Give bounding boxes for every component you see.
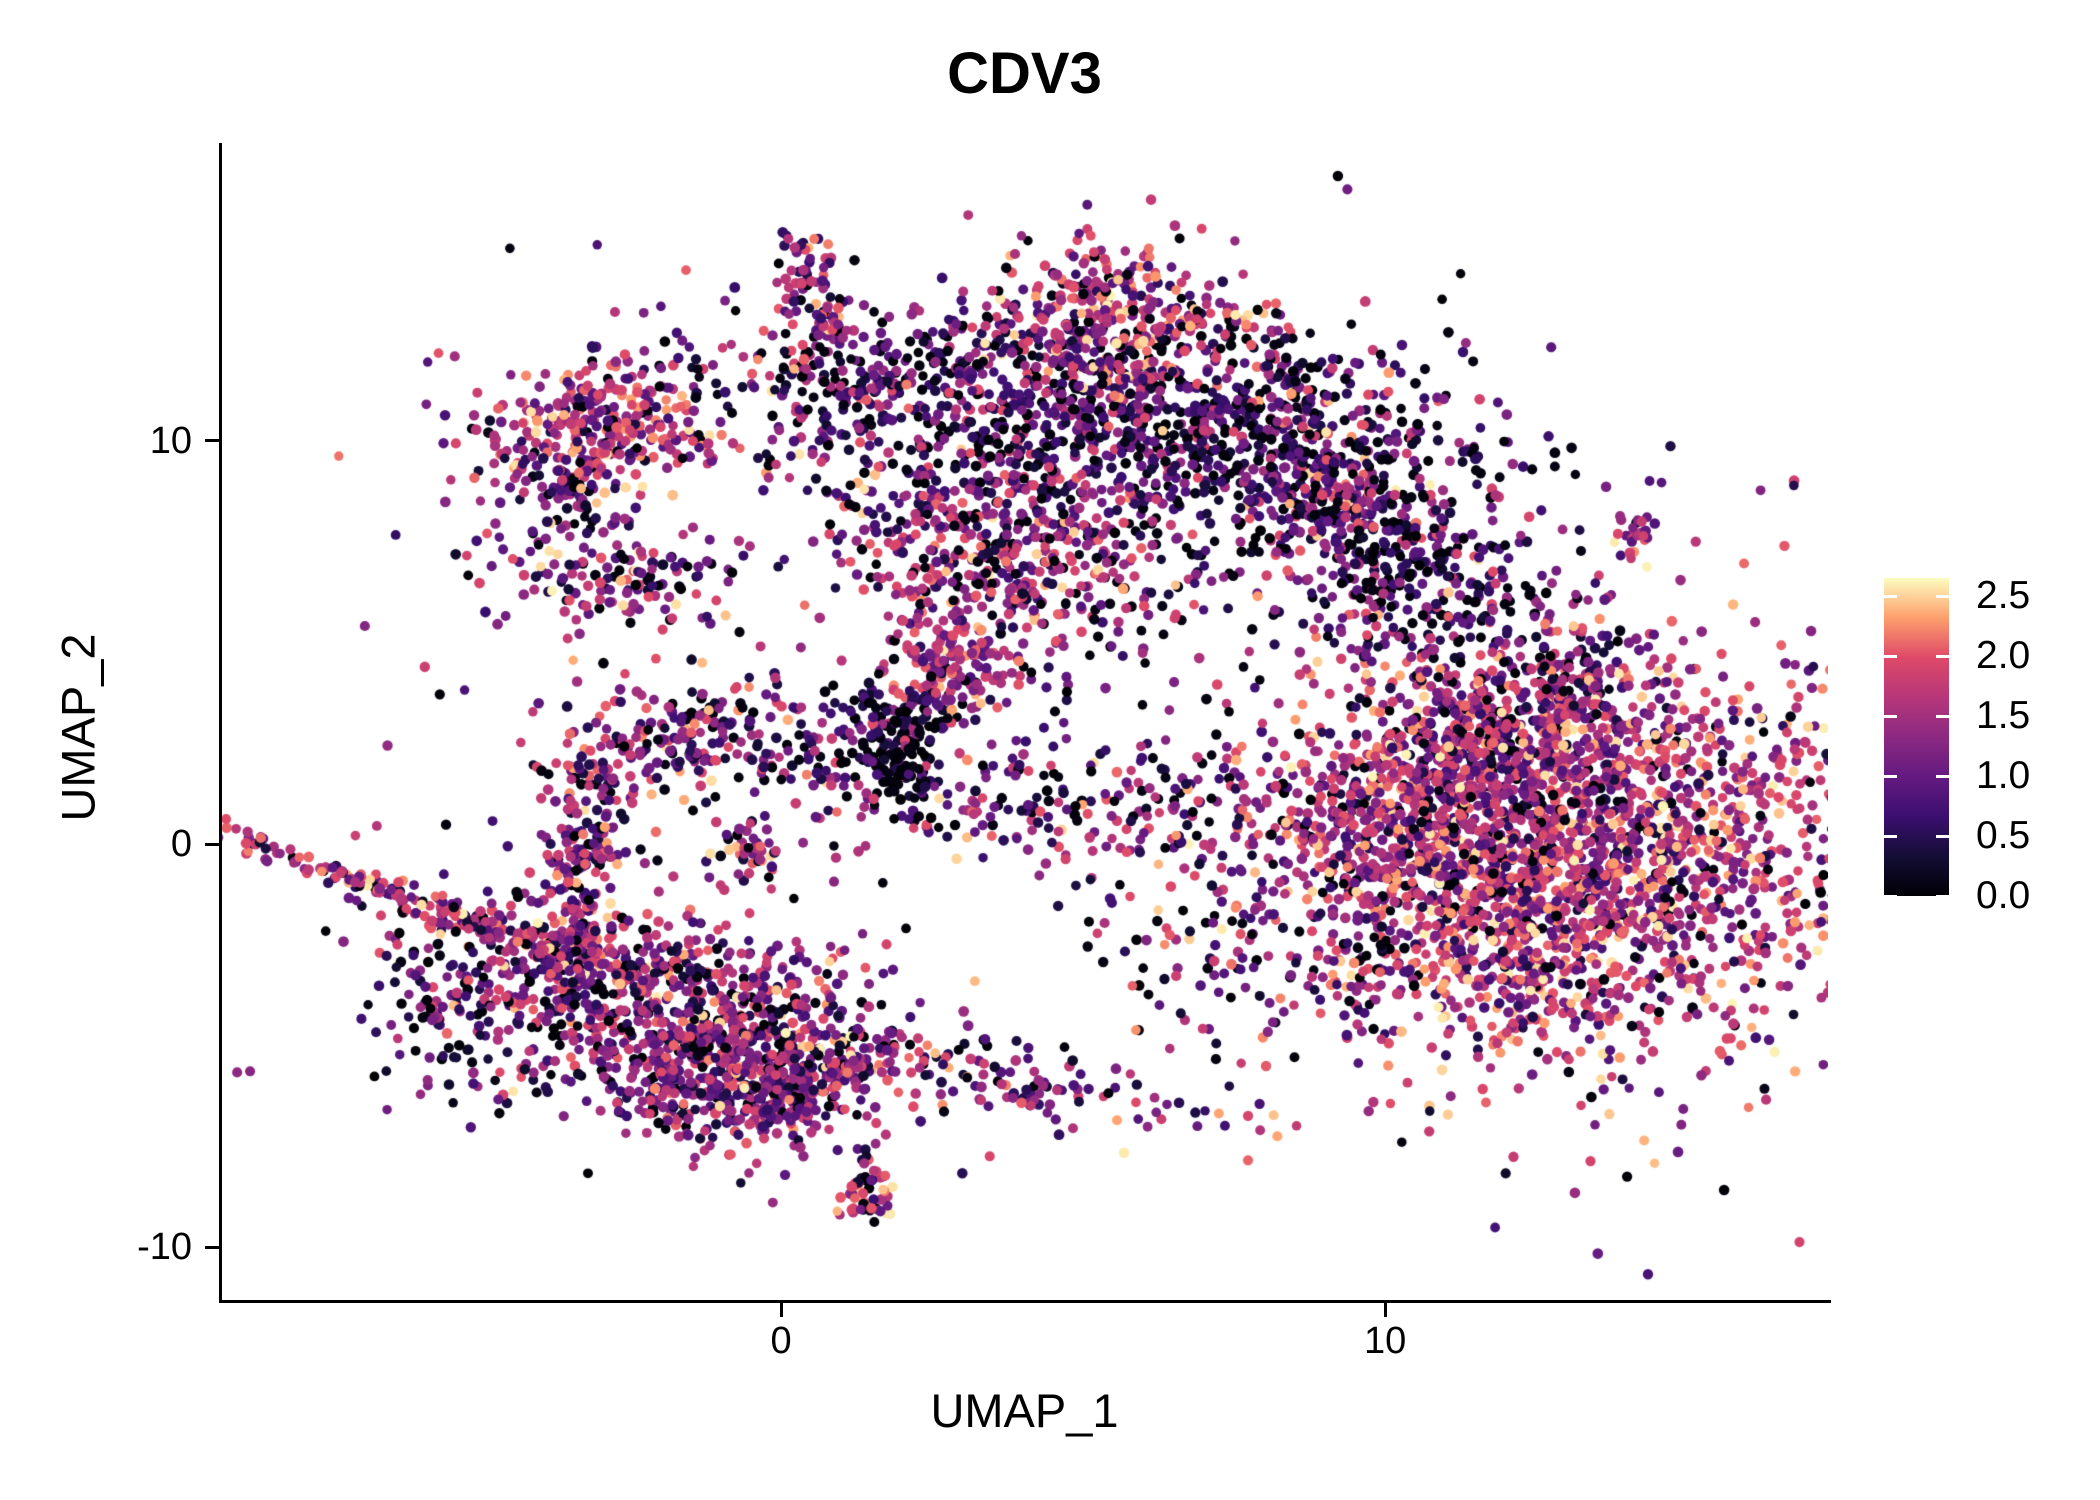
- legend-tick-label: 0.5: [1976, 814, 2031, 857]
- legend-tick-mark: [1936, 654, 1949, 658]
- legend-tick-mark: [1936, 594, 1949, 598]
- legend-tick-mark: [1936, 894, 1949, 898]
- legend-colorbar: [1884, 578, 1949, 896]
- legend-tick-mark: [1884, 714, 1897, 718]
- y-axis-tick-label: 0: [170, 823, 192, 866]
- x-axis-title: UMAP_1: [930, 1384, 1119, 1437]
- y-axis-line: [219, 143, 222, 1303]
- x-axis-tick-label: 0: [770, 1320, 792, 1362]
- legend-tick-mark: [1884, 654, 1897, 658]
- legend-tick-mark: [1884, 774, 1897, 778]
- legend-tick-mark: [1936, 834, 1949, 838]
- y-axis-tick: [205, 1245, 219, 1249]
- y-axis-tick-label: 10: [149, 419, 192, 462]
- legend-tick-mark: [1884, 894, 1897, 898]
- plot-title: CDV3: [947, 41, 1102, 106]
- x-axis-line: [219, 1300, 1831, 1303]
- x-axis-tick-label: 10: [1364, 1320, 1407, 1362]
- y-axis-title: UMAP_2: [51, 633, 105, 822]
- legend-tick-mark: [1884, 834, 1897, 838]
- legend-tick-label: 2.0: [1976, 634, 2031, 677]
- legend-tick-mark: [1936, 714, 1949, 718]
- plot-panel: [221, 143, 1828, 1302]
- legend-tick-mark: [1936, 774, 1949, 778]
- legend-tick-label: 1.0: [1976, 754, 2031, 797]
- legend-tick-label: 2.5: [1976, 574, 2031, 617]
- legend-tick-label: 1.5: [1976, 694, 2031, 737]
- legend-tick-label: 0.0: [1976, 874, 2031, 917]
- y-axis-tick: [205, 842, 219, 846]
- y-axis-tick-label: -10: [137, 1226, 192, 1269]
- umap-scatter-canvas: [221, 143, 1828, 1302]
- y-axis-tick: [205, 439, 219, 443]
- x-axis-tick: [1383, 1303, 1387, 1317]
- x-axis-tick: [779, 1303, 783, 1317]
- legend-tick-mark: [1884, 594, 1897, 598]
